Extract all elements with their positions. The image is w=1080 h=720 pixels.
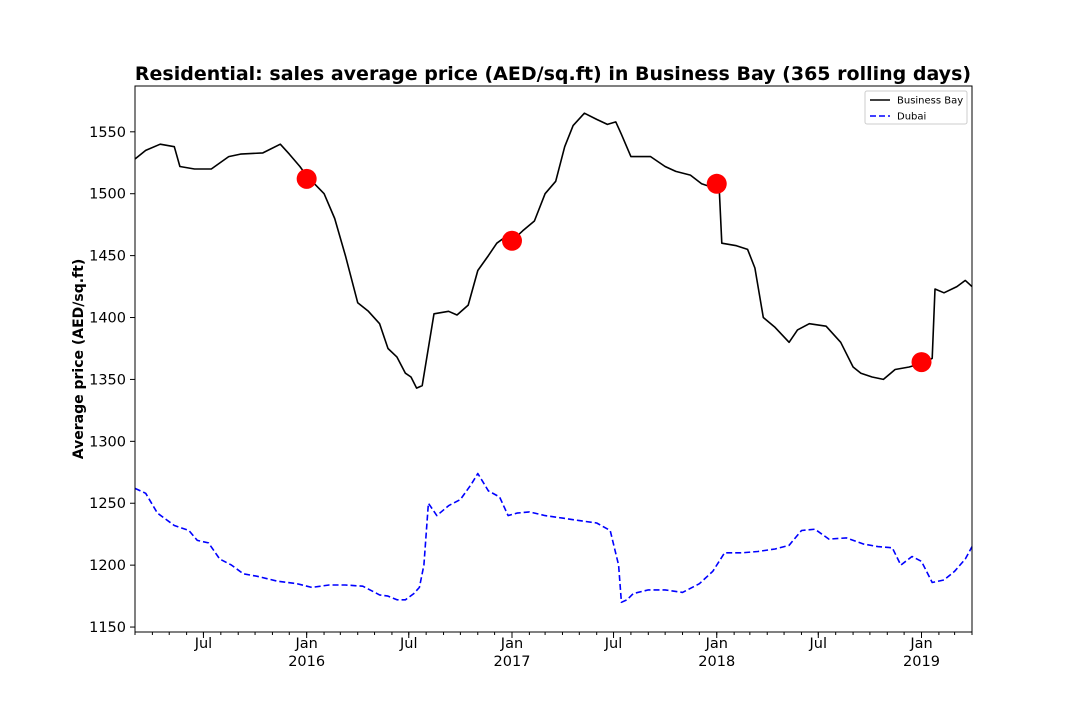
y-tick-label: 1200: [89, 558, 126, 574]
y-tick-label: 1150: [89, 620, 126, 636]
plot-frame: [134, 85, 973, 633]
x-tick-year-label: 2018: [698, 654, 735, 670]
x-tick-label: Jan: [500, 636, 523, 652]
red-marker-point: [706, 173, 727, 194]
y-tick-label: 1500: [89, 187, 126, 203]
chart-title: Residential: sales average price (AED/sq…: [135, 63, 971, 85]
y-tick-label: 1400: [89, 311, 126, 327]
series-line-dubai: [134, 472, 973, 604]
plot-area: [134, 112, 973, 604]
legend-label-business-bay: Business Bay: [897, 96, 963, 107]
x-tick-label: Jan: [294, 636, 317, 652]
red-marker-point: [501, 230, 522, 251]
y-tick-label: 1350: [89, 372, 126, 388]
series-line-business-bay: [134, 112, 973, 389]
red-marker-point: [911, 352, 932, 373]
x-tick-label: Jul: [604, 636, 623, 652]
red-marker-point: [296, 168, 317, 189]
y-tick-label: 1250: [89, 496, 126, 512]
x-tick-year-label: 2019: [903, 654, 940, 670]
y-axis-label: Average price (AED/sq.ft): [71, 259, 87, 459]
legend-box: [864, 90, 968, 125]
x-tick-year-label: 2016: [288, 654, 325, 670]
x-axis: Jul Jan 2016 Jul Jan 2017 Jul Jan 2018 Jul Jan 2019: [134, 632, 973, 670]
x-tick-label: Jul: [194, 636, 213, 652]
y-axis: 1150 1200 1250 1300 1350 1400 1450 1500 1550: [89, 125, 135, 636]
x-tick-label: Jul: [809, 636, 828, 652]
x-tick-label: Jul: [399, 636, 418, 652]
x-tick-label: Jan: [705, 636, 728, 652]
x-tick-label: Jan: [909, 636, 932, 652]
legend: Business Bay Dubai: [864, 90, 968, 125]
y-tick-label: 1550: [89, 125, 126, 141]
y-tick-label: 1450: [89, 249, 126, 265]
legend-label-dubai: Dubai: [897, 112, 926, 123]
y-tick-label: 1300: [89, 434, 126, 450]
x-tick-year-label: 2017: [494, 654, 531, 670]
